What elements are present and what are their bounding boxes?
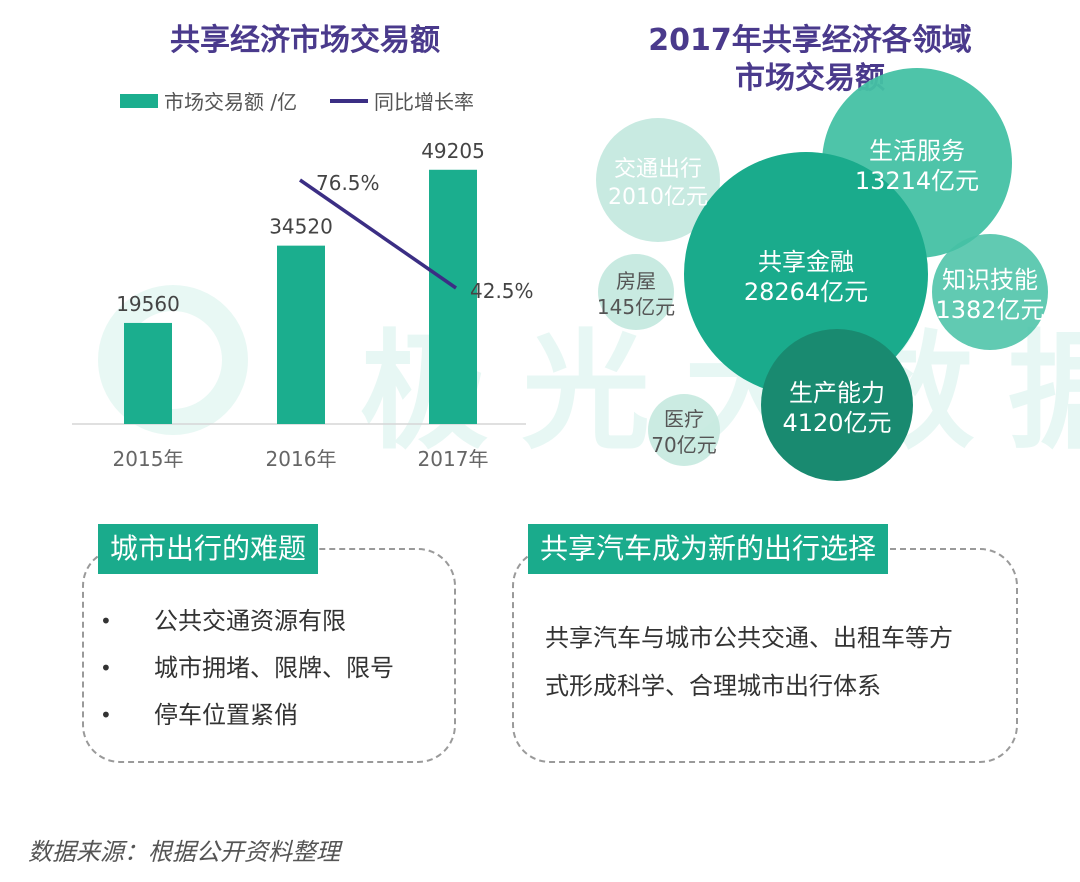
bullet-dot: • bbox=[100, 703, 112, 727]
problem-item-text: 停车位置紧俏 bbox=[154, 701, 298, 729]
bubble-category-label: 共享金融 bbox=[758, 248, 854, 276]
x-tick-label: 2017年 bbox=[418, 447, 489, 471]
legend-bar-label: 市场交易额 /亿 bbox=[164, 90, 298, 114]
x-tick-label: 2015年 bbox=[113, 447, 184, 471]
solution-panel-tag: 共享汽车成为新的出行选择 bbox=[528, 524, 889, 574]
bubble-category-label: 医疗 bbox=[664, 407, 704, 431]
bubble-category-label: 房屋 bbox=[616, 269, 656, 293]
bar bbox=[124, 322, 172, 424]
list-item: • 城市拥堵、限牌、限号 bbox=[100, 645, 394, 692]
bubble-chart-title: 2017年共享经济各领域市场交易额 bbox=[648, 23, 972, 96]
legend-line-item: 同比增长率 bbox=[330, 86, 474, 115]
problem-item-text: 公共交通资源有限 bbox=[154, 607, 346, 635]
solution-text: 共享汽车与城市公共交通、出租车等方 式形成科学、合理城市出行体系 bbox=[545, 614, 1015, 710]
problem-list: • 公共交通资源有限 • 城市拥堵、限牌、限号 • 停车位置紧俏 bbox=[100, 598, 394, 739]
bullet-dot: • bbox=[100, 609, 112, 633]
problem-item-text: 城市拥堵、限牌、限号 bbox=[154, 654, 394, 682]
legend-line-label: 同比增长率 bbox=[374, 90, 474, 114]
bubble-value-label: 1382亿元 bbox=[935, 296, 1044, 324]
bar-value-label: 49205 bbox=[421, 139, 485, 163]
solution-line: 式形成科学、合理城市出行体系 bbox=[545, 672, 881, 700]
list-item: • 公共交通资源有限 bbox=[100, 598, 394, 645]
problem-panel-tag: 城市出行的难题 bbox=[98, 524, 319, 574]
bubble bbox=[932, 234, 1048, 350]
bubble-value-label: 4120亿元 bbox=[782, 409, 891, 437]
source-note: 数据来源：根据公开资料整理 bbox=[28, 838, 340, 866]
growth-line bbox=[299, 178, 457, 290]
bubble-value-label: 70亿元 bbox=[651, 433, 716, 457]
bubble-value-label: 13214亿元 bbox=[855, 167, 979, 195]
bullet-dot: • bbox=[100, 656, 112, 680]
growth-value-label: 76.5% bbox=[316, 171, 380, 195]
bar-value-label: 34520 bbox=[269, 215, 333, 239]
bubble bbox=[596, 118, 720, 242]
bubble-category-label: 生活服务 bbox=[869, 137, 965, 165]
bubble-value-label: 145亿元 bbox=[597, 295, 675, 319]
bar bbox=[277, 245, 325, 424]
list-item: • 停车位置紧俏 bbox=[100, 692, 394, 739]
bubble-value-label: 2010亿元 bbox=[608, 185, 708, 210]
bubble-category-label: 生产能力 bbox=[789, 379, 885, 407]
bar-value-label: 19560 bbox=[116, 292, 180, 316]
bubble-value-label: 28264亿元 bbox=[744, 278, 868, 306]
solution-line: 共享汽车与城市公共交通、出租车等方 bbox=[545, 624, 953, 652]
bubble-category-label: 知识技能 bbox=[942, 266, 1038, 294]
bubble bbox=[684, 152, 928, 396]
x-tick-label: 2016年 bbox=[266, 447, 337, 471]
bubble bbox=[598, 254, 674, 330]
bubble-category-label: 交通出行 bbox=[614, 157, 702, 182]
bubble bbox=[648, 394, 720, 466]
legend-line-swatch bbox=[330, 98, 368, 103]
bubble bbox=[761, 329, 913, 481]
growth-value-label: 42.5% bbox=[470, 279, 534, 303]
bar bbox=[429, 169, 477, 424]
legend-bar-item: 市场交易额 /亿 bbox=[120, 86, 297, 115]
bar-chart-title: 共享经济市场交易额 bbox=[170, 23, 440, 58]
legend-bar-swatch bbox=[120, 93, 158, 108]
